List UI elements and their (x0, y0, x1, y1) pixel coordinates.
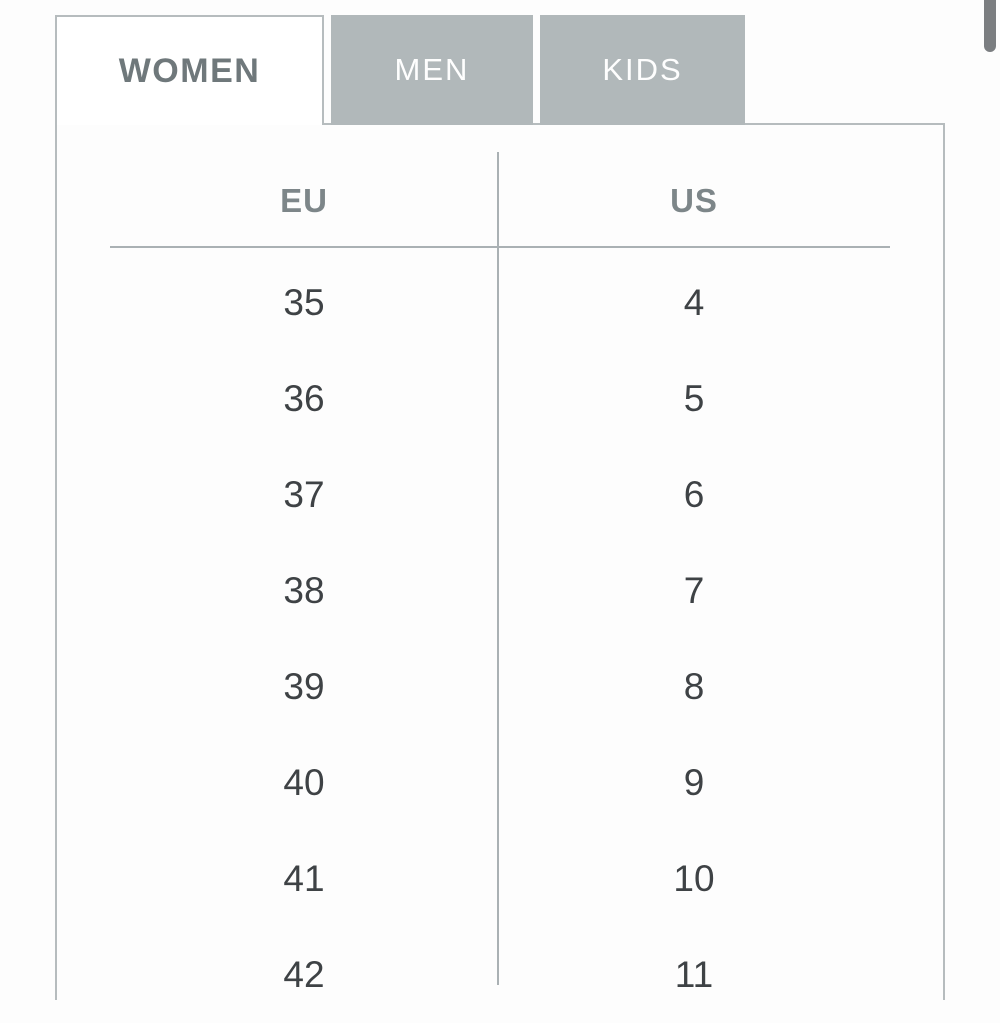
eu-size-cell: 38 (283, 570, 325, 611)
size-table-body: 35 4 36 5 37 6 38 7 39 8 40 9 41 10 42 11 (110, 255, 890, 1023)
column-header-eu-label: EU (280, 182, 328, 219)
eu-size-cell: 42 (283, 954, 325, 995)
us-size-cell: 4 (683, 282, 705, 323)
us-size-cell: 8 (683, 666, 705, 707)
us-size-cell: 7 (683, 570, 705, 611)
tab-kids[interactable]: KIDS (540, 15, 745, 125)
eu-size-cell: 36 (283, 378, 325, 419)
table-row: 39 8 (110, 639, 890, 735)
eu-size-cell: 35 (283, 282, 325, 323)
column-divider-line (497, 152, 499, 985)
us-size-cell: 6 (683, 474, 705, 515)
column-header-us-label: US (670, 182, 718, 219)
size-chart-page: WOMEN MEN KIDS EU US 35 4 36 5 37 6 38 7 39 8 40 9 4… (55, 0, 996, 1000)
panel-right-border (943, 123, 945, 1000)
tab-men[interactable]: MEN (331, 15, 533, 125)
table-row: 35 4 (110, 255, 890, 351)
header-underline (110, 246, 890, 248)
eu-size-cell: 39 (283, 666, 325, 707)
column-header-us: US (498, 155, 890, 247)
table-row: 41 10 (110, 831, 890, 927)
table-row: 37 6 (110, 447, 890, 543)
scrollbar-thumb[interactable] (984, 0, 996, 52)
tab-kids-label: KIDS (602, 52, 683, 87)
table-row: 40 9 (110, 735, 890, 831)
eu-size-cell: 40 (283, 762, 325, 803)
tab-women[interactable]: WOMEN (55, 15, 324, 125)
table-row: 36 5 (110, 351, 890, 447)
us-size-cell: 10 (673, 858, 715, 899)
us-size-cell: 11 (674, 954, 714, 995)
us-size-cell: 5 (683, 378, 705, 419)
panel-left-border (55, 15, 57, 1000)
table-row: 38 7 (110, 543, 890, 639)
table-row: 42 11 (110, 927, 890, 1023)
us-size-cell: 9 (683, 762, 705, 803)
tab-women-label: WOMEN (118, 51, 261, 90)
tab-men-label: MEN (394, 52, 470, 87)
eu-size-cell: 41 (283, 858, 325, 899)
eu-size-cell: 37 (283, 474, 325, 515)
column-header-eu: EU (110, 155, 498, 247)
